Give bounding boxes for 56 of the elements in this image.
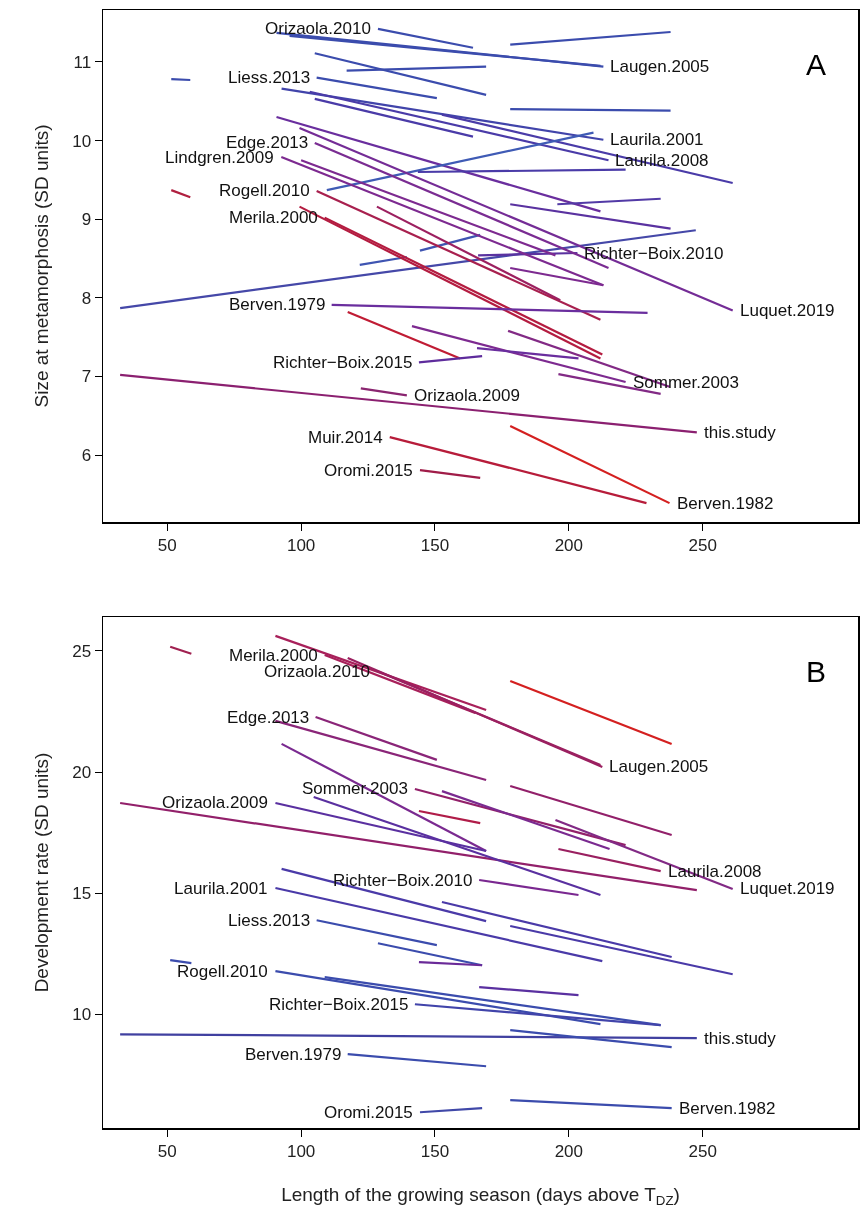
- annotation: Merila.2000: [229, 646, 318, 665]
- annotation: Orizaola.2009: [162, 793, 268, 812]
- annotation: Berven.1982: [679, 1099, 776, 1118]
- annotation: Richter−Boix.2015: [273, 353, 413, 372]
- annotation: Rogell.2010: [219, 181, 310, 200]
- x-tick-label: 100: [286, 535, 316, 555]
- annotation: Liess.2013: [228, 68, 311, 87]
- annotation: Laugen.2005: [609, 757, 709, 776]
- y-tick-label: 7: [81, 367, 92, 387]
- annotation: Muir.2014: [308, 428, 383, 447]
- annotation: Luquet.2019: [740, 879, 835, 898]
- x-tick-label: 50: [157, 1141, 177, 1161]
- annotation: Richter−Boix.2015: [269, 995, 409, 1014]
- y-tick-label: 8: [81, 288, 92, 308]
- y-axis-title: Size at metamorphosis (SD units): [31, 124, 53, 408]
- annotation: B: [806, 655, 827, 688]
- x-tick-label: 50: [157, 535, 177, 555]
- x-tick-label: 250: [688, 1141, 717, 1161]
- annotation: this.study: [704, 1029, 777, 1048]
- annotation: Richter−Boix.2010: [333, 871, 473, 890]
- annotation: Laurila.2001: [610, 130, 704, 149]
- y-tick-label: 9: [81, 210, 92, 230]
- y-tick-label: 20: [72, 762, 92, 782]
- x-tick-label: 100: [286, 1141, 316, 1161]
- x-tick-label: 200: [554, 1141, 584, 1161]
- annotation: Berven.1979: [245, 1045, 342, 1064]
- y-tick-label: 25: [72, 641, 92, 661]
- y-tick-label: 6: [81, 446, 92, 466]
- annotation: Edge.2013: [227, 708, 310, 727]
- y-tick-label: 10: [72, 1005, 92, 1025]
- y-axis-title: Development rate (SD units): [31, 752, 53, 993]
- annotation: A: [806, 48, 827, 81]
- y-tick-label: 11: [73, 52, 92, 72]
- annotation: Merila.2000: [229, 208, 318, 227]
- x-tick-label: 250: [688, 535, 717, 555]
- annotation: Orizaola.2010: [265, 19, 371, 38]
- x-tick-label: 150: [420, 535, 450, 555]
- annotation: Oromi.2015: [324, 461, 413, 480]
- annotation: Laugen.2005: [610, 57, 710, 76]
- annotation: Orizaola.2009: [414, 386, 520, 405]
- annotation: Oromi.2015: [324, 1103, 413, 1122]
- annotation: Edge.2013: [226, 133, 309, 152]
- annotation: Sommer.2003: [633, 373, 739, 392]
- annotation: Rogell.2010: [177, 962, 268, 981]
- x-axis-title: Length of the growing season (days above T$_{DZ}$): [281, 1184, 680, 1209]
- annotation: Berven.1982: [677, 494, 774, 513]
- annotation: Laurila.2001: [174, 879, 268, 898]
- annotation: Berven.1979: [229, 295, 326, 314]
- x-tick-label: 200: [554, 535, 584, 555]
- annotation: Liess.2013: [228, 911, 311, 930]
- annotation: Luquet.2019: [740, 301, 835, 320]
- y-tick-label: 15: [72, 884, 92, 904]
- x-tick-label: 150: [420, 1141, 450, 1161]
- annotation: Orizaola.2010: [264, 662, 370, 681]
- annotation: this.study: [704, 423, 777, 442]
- y-tick-label: 10: [72, 131, 92, 151]
